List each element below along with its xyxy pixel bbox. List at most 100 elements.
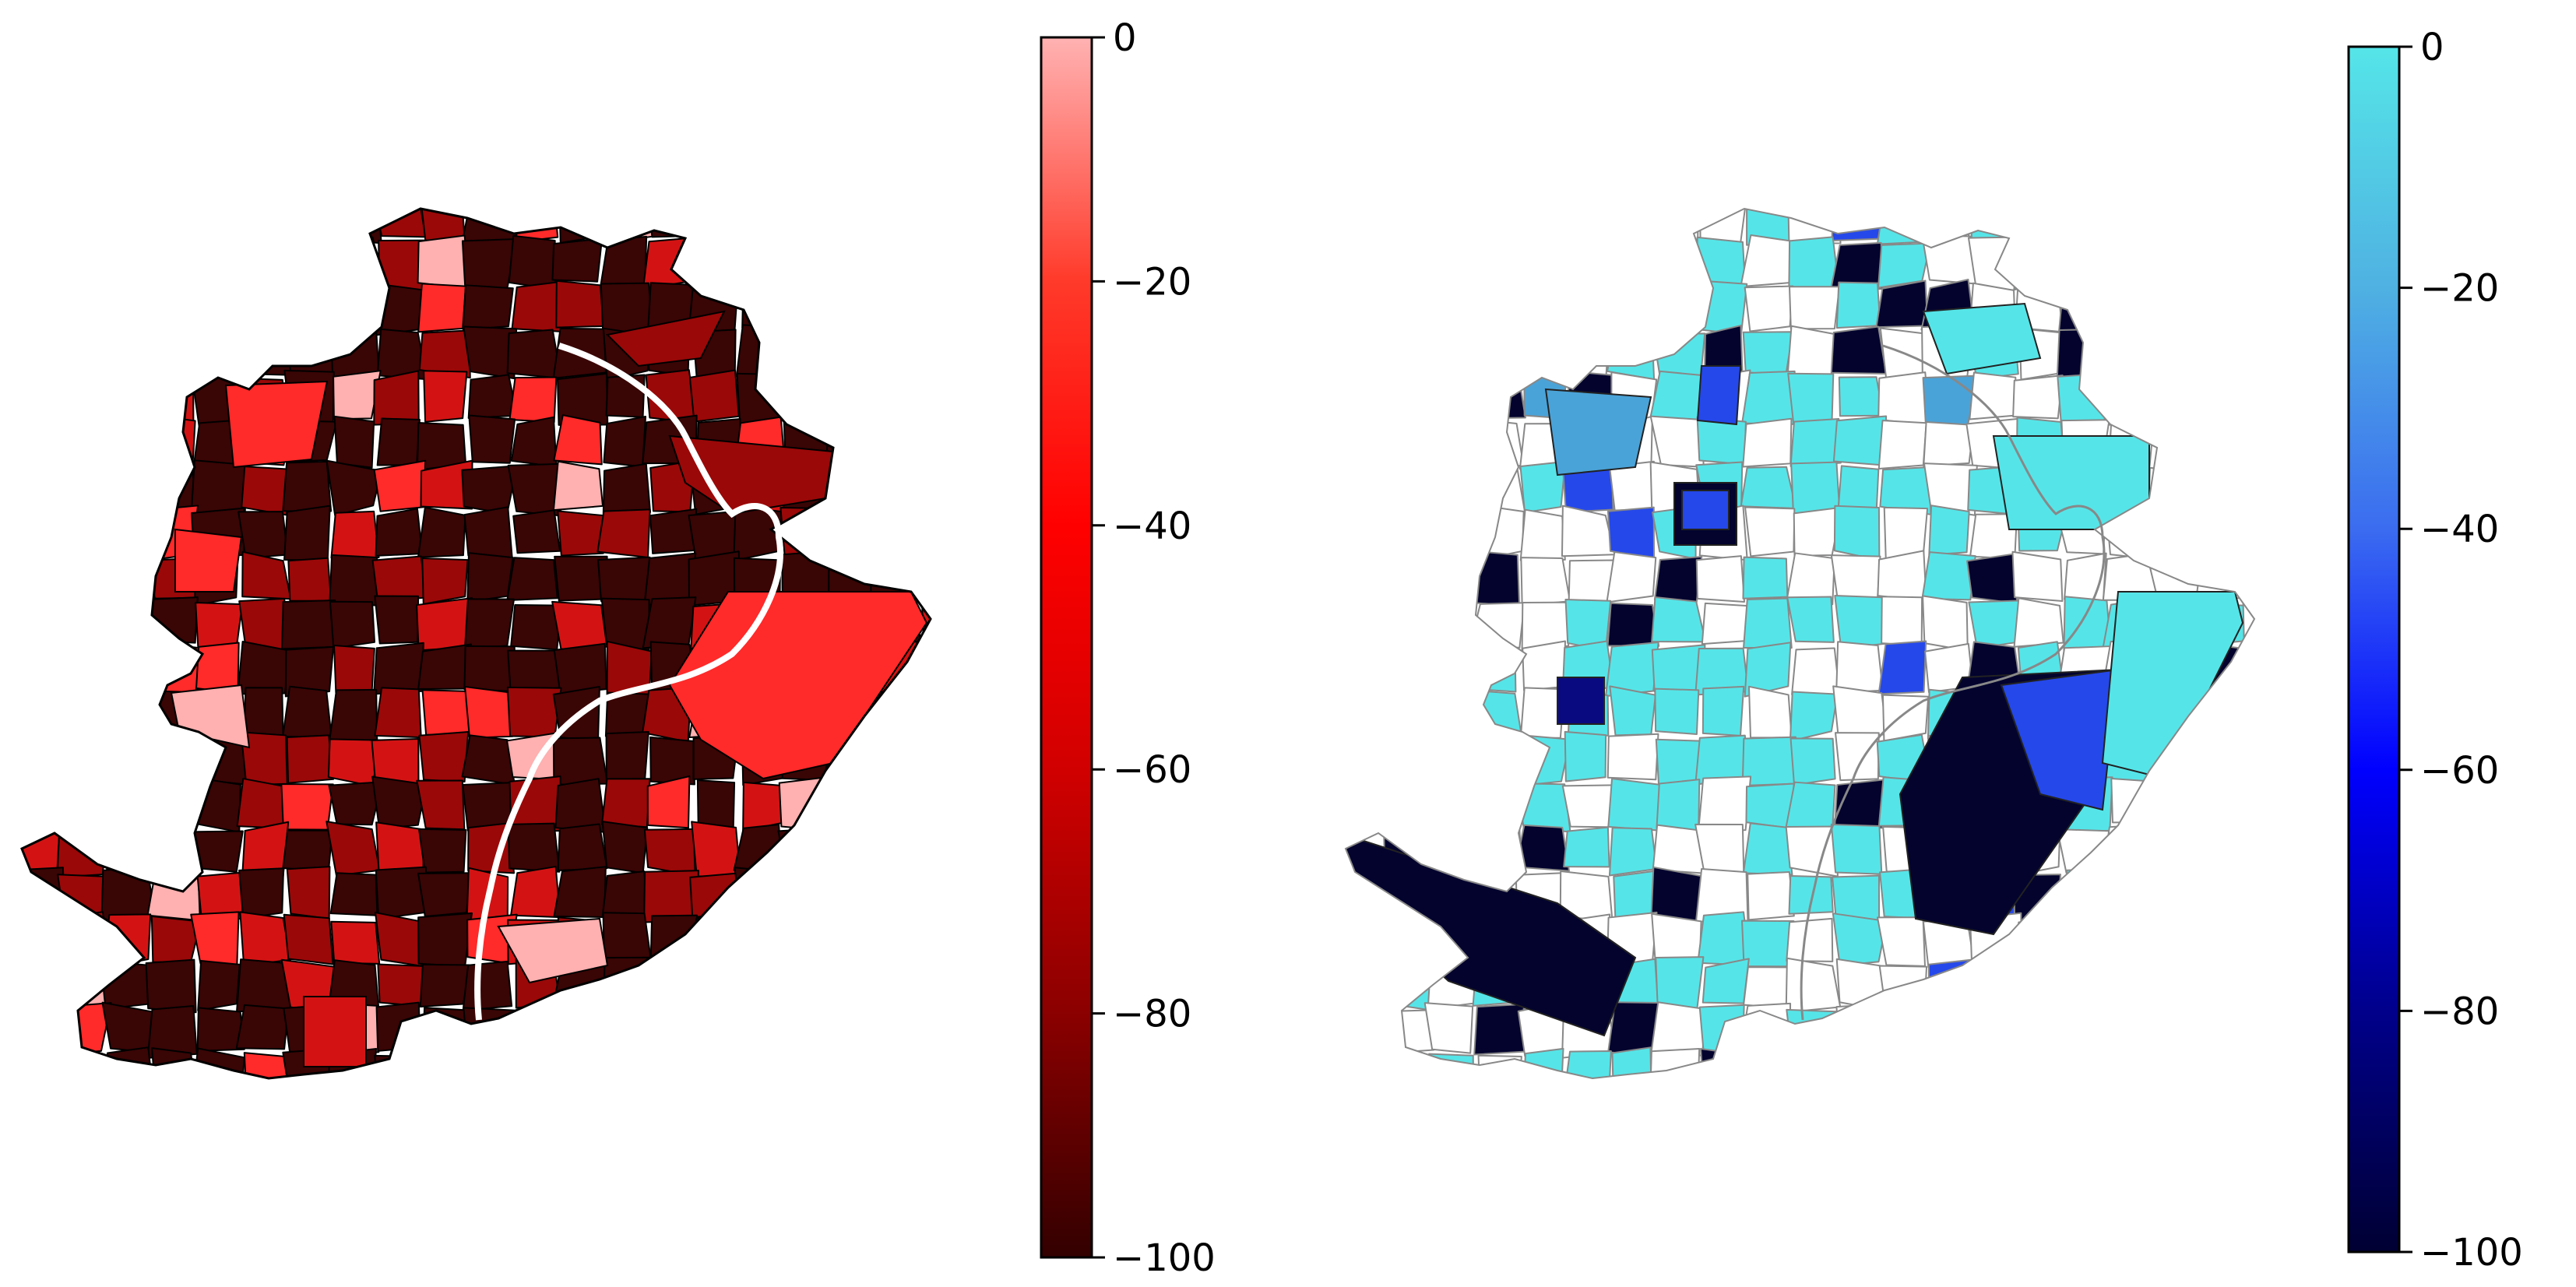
- district-area: [2066, 867, 2110, 922]
- district-area: [1742, 556, 1789, 600]
- district-area: [235, 1004, 290, 1050]
- district-area: [1743, 966, 1794, 1009]
- district-area: [22, 1007, 67, 1058]
- district-area: [1519, 508, 1566, 561]
- district-area: [22, 209, 58, 239]
- district-area: [783, 958, 834, 1011]
- district-area: [1346, 375, 1388, 426]
- district-area: [1921, 234, 1977, 285]
- district-area: [1557, 677, 1605, 725]
- district-area: [1346, 324, 1391, 381]
- district-area: [509, 376, 558, 424]
- district-area: [688, 369, 740, 423]
- district-area: [282, 460, 333, 512]
- district-area: [22, 595, 62, 645]
- district-area: [512, 1007, 559, 1052]
- district-area: [417, 1050, 468, 1078]
- district-area: [190, 324, 240, 379]
- district-area: [1651, 596, 1707, 643]
- district-area: [784, 1052, 835, 1078]
- district-area: [1430, 641, 1477, 697]
- district-area: [2243, 552, 2254, 607]
- district-area: [915, 781, 931, 832]
- district-area: [190, 911, 240, 966]
- district-area: [303, 996, 367, 1067]
- district-area: [604, 1002, 649, 1057]
- district-area: [1380, 598, 1431, 652]
- district-area: [2018, 1053, 2063, 1078]
- district-area: [1424, 553, 1477, 606]
- district-area: [22, 282, 64, 331]
- district-area: [1469, 234, 1526, 284]
- district-area: [468, 414, 516, 464]
- district-area: [1544, 388, 1652, 476]
- district-area: [60, 464, 110, 515]
- district-area: [461, 465, 518, 515]
- colorbar-right-gradient: [2347, 45, 2401, 1254]
- district-area: [1563, 1050, 1612, 1078]
- district-area: [1521, 601, 1571, 652]
- district-area: [2147, 209, 2203, 239]
- district-area: [920, 417, 931, 472]
- colorbar-left-tick-label: −100: [1113, 1236, 1216, 1280]
- district-area: [1514, 325, 1569, 376]
- district-area: [506, 557, 558, 602]
- district-area: [2103, 374, 2157, 427]
- district-area: [1653, 556, 1703, 603]
- district-area: [1695, 555, 1745, 603]
- district-area: [605, 374, 646, 418]
- district-area: [416, 597, 473, 652]
- district-area: [2110, 866, 2156, 923]
- district-area: [100, 378, 157, 420]
- district-area: [1346, 424, 1384, 465]
- district-area: [59, 420, 111, 469]
- district-area: [1649, 370, 1706, 424]
- colorbar-left-tick-label: −40: [1113, 505, 1191, 548]
- colorbar-left-tick-label: −80: [1113, 993, 1191, 1036]
- district-area: [918, 647, 931, 695]
- district-area: [913, 285, 931, 336]
- district-area: [1789, 691, 1839, 742]
- district-area: [1741, 370, 1797, 425]
- district-area: [2056, 914, 2112, 965]
- district-area: [1740, 1002, 1792, 1057]
- district-area: [1515, 824, 1570, 872]
- district-area: [2149, 506, 2201, 560]
- district-area: [190, 459, 248, 517]
- district-area: [1470, 732, 1522, 782]
- district-area: [913, 550, 931, 606]
- district-area: [867, 234, 924, 283]
- district-area: [2238, 956, 2254, 1005]
- district-area: [1346, 918, 1391, 962]
- district-area: [2012, 209, 2065, 244]
- district-area: [191, 1047, 245, 1078]
- district-area: [101, 510, 154, 562]
- district-area: [2240, 209, 2254, 244]
- district-area: [61, 511, 106, 562]
- district-area: [1927, 1001, 1969, 1058]
- district-area: [146, 209, 195, 244]
- district-area: [333, 370, 382, 420]
- district-area: [329, 872, 378, 916]
- district-area: [1789, 286, 1841, 330]
- district-area: [2062, 957, 2109, 1011]
- district-area: [244, 324, 293, 376]
- district-area: [2196, 1047, 2246, 1078]
- district-area: [1524, 284, 1571, 330]
- district-area: [2015, 914, 2067, 965]
- district-area: [688, 957, 742, 1014]
- district-area: [1928, 505, 1970, 556]
- district-area: [555, 280, 605, 329]
- district-area: [1346, 597, 1390, 652]
- district-area: [2110, 287, 2151, 330]
- district-area: [2063, 1048, 2113, 1078]
- district-area: [148, 324, 199, 374]
- district-area: [2239, 236, 2254, 284]
- district-area: [824, 512, 880, 560]
- district-area: [826, 872, 878, 923]
- district-area: [2146, 827, 2198, 875]
- district-area: [419, 963, 472, 1008]
- map-left-outline: [20, 207, 932, 1080]
- district-area: [1832, 685, 1888, 740]
- district-area: [1923, 462, 1978, 516]
